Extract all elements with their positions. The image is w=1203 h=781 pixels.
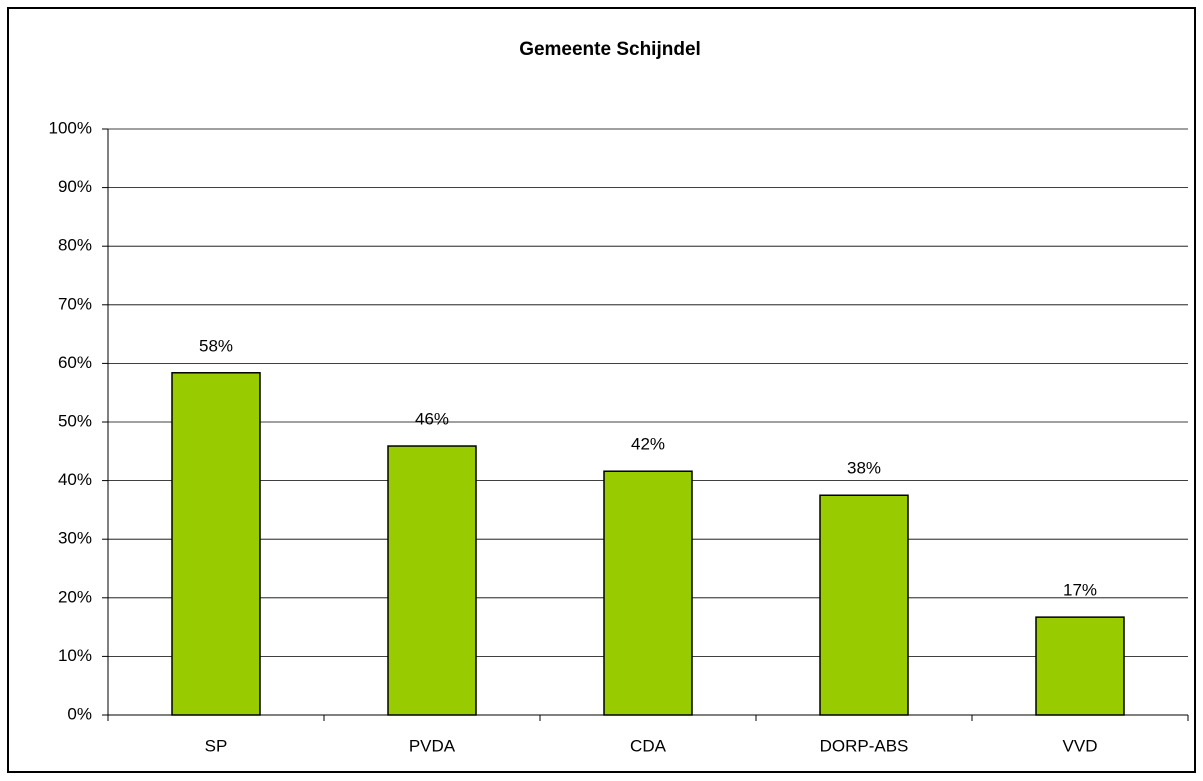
y-tick-label: 90% [58,177,92,196]
bar [387,445,477,716]
x-tick-label: PVDA [409,736,456,755]
y-tick-label: 60% [58,353,92,372]
y-tick-label: 20% [58,587,92,606]
y-tick-label: 40% [58,470,92,489]
y-tick-label: 50% [58,411,92,430]
x-tick-label: SP [205,736,228,755]
x-tick-label: VVD [1063,736,1098,755]
x-tick-label: DORP-ABS [820,736,909,755]
bar [603,470,693,716]
y-tick-label: 100% [49,118,92,137]
data-label: 17% [1063,581,1097,600]
y-tick-label: 10% [58,646,92,665]
chart-title: Gemeente Schijndel [519,39,701,60]
y-tick-label: 30% [58,529,92,548]
y-tick-label: 70% [58,294,92,313]
y-tick-label: 80% [58,236,92,255]
x-tick-label: CDA [630,736,667,755]
y-tick-label: 0% [67,704,92,723]
data-label: 58% [199,336,233,355]
bar [819,494,909,716]
bar [1035,616,1125,716]
data-label: 46% [415,410,449,429]
data-label: 42% [631,435,665,454]
bar [171,372,261,716]
data-label: 38% [847,459,881,478]
